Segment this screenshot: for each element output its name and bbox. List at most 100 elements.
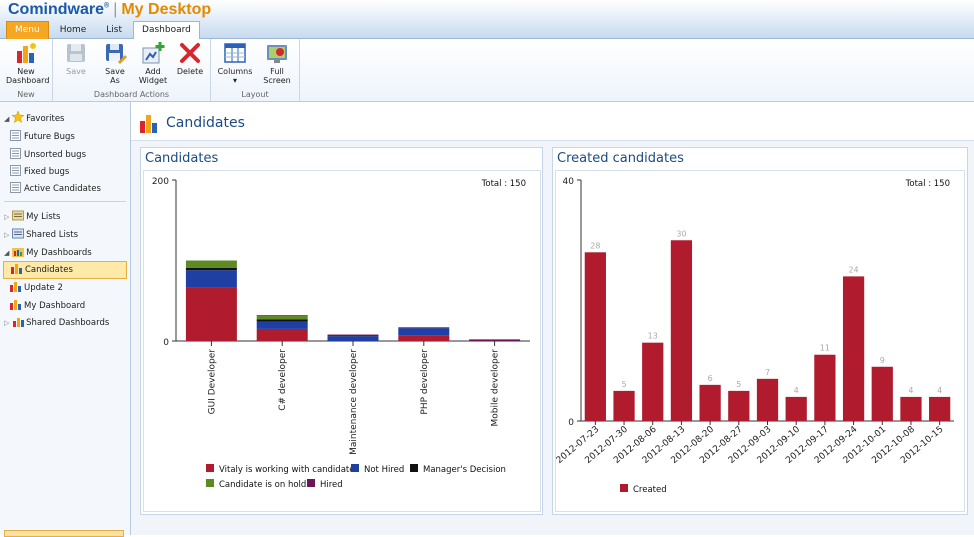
ribbon-group-layout-label: Layout [241, 90, 269, 99]
save-label: Save [66, 67, 86, 76]
tab-menu[interactable]: Menu [6, 21, 49, 39]
new-dashboard-label: New Dashboard [6, 67, 50, 85]
sidebar-my-lists[interactable]: ▷ My Lists [4, 209, 60, 225]
bar-segment [327, 334, 379, 336]
candidates-widget: Candidates 200 0 Total : 150 GUI Developer C… [140, 147, 543, 515]
app-title: My Desktop [121, 1, 212, 18]
x-tick-label: C# developer [278, 349, 288, 411]
collapse-arrow-icon: ▷ [4, 213, 10, 221]
tab-dashboard[interactable]: Dashboard [133, 21, 200, 40]
tab-strip: Menu Home List Dashboard [6, 21, 200, 40]
add-widget-button[interactable]: Add Widget [133, 41, 173, 85]
columns-label: Columns ▾ [217, 67, 253, 85]
legend-swatch [206, 464, 214, 472]
data-label: 13 [648, 332, 658, 341]
sidebar: ◢ Favorites Future Bugs Unsorted bugs Fi… [0, 102, 131, 537]
bar-segment [256, 321, 308, 329]
ribbon-group-layout: Columns ▾ Full Screen Layout [211, 39, 300, 101]
bar-segment [185, 260, 237, 268]
sidebar-item-label: My Dashboard [24, 301, 86, 311]
columns-button[interactable]: Columns ▾ [215, 41, 255, 85]
full-screen-button[interactable]: Full Screen [257, 41, 297, 85]
bar [613, 390, 635, 421]
dashboard-icon [10, 281, 21, 292]
bar [900, 396, 922, 421]
sidebar-my-dashboards-label: My Dashboards [26, 248, 92, 258]
tab-list[interactable]: List [106, 25, 123, 35]
sidebar-favorites[interactable]: ◢ Favorites [4, 110, 65, 127]
bar-segment [256, 328, 308, 341]
bar [814, 354, 836, 421]
full-screen-label: Full Screen [263, 67, 291, 85]
bar [699, 384, 721, 421]
sidebar-item-my-dashboard[interactable]: My Dashboard [10, 298, 85, 314]
brand-mark: ® [104, 2, 110, 10]
data-label: 9 [880, 356, 885, 365]
sidebar-my-dashboards[interactable]: ◢ My Dashboards [4, 245, 92, 261]
new-dashboard-button[interactable]: New Dashboard [6, 41, 50, 85]
sidebar-shared-lists[interactable]: ▷ Shared Lists [4, 227, 78, 243]
list-icon [10, 148, 21, 159]
data-label: 5 [621, 380, 626, 389]
ribbon-group-dashboard-actions-label: Dashboard Actions [93, 90, 170, 99]
sidebar-item-active-candidates[interactable]: Active Candidates [10, 181, 101, 197]
tab-home[interactable]: Home [59, 25, 87, 35]
bar-segment [398, 327, 450, 329]
sidebar-item-unsorted-bugs[interactable]: Unsorted bugs [10, 147, 86, 163]
page-dashboard-icon [139, 113, 161, 136]
legend-swatch [307, 479, 315, 487]
data-label: 4 [908, 386, 913, 395]
legend-swatch [410, 464, 418, 472]
sidebar-item-candidates[interactable]: Candidates [3, 261, 127, 279]
x-tick-label: GUI Developer [207, 349, 217, 415]
save-as-button[interactable]: Save As [95, 41, 135, 85]
sidebar-bottom-handle[interactable] [4, 530, 124, 537]
sidebar-item-label: Active Candidates [24, 184, 101, 194]
bar [584, 252, 606, 421]
y-tick-label: 40 [563, 177, 575, 187]
save-icon [64, 41, 88, 65]
bar [642, 342, 664, 421]
star-icon [11, 110, 25, 124]
sidebar-item-update-2[interactable]: Update 2 [10, 280, 63, 296]
bar-segment [327, 336, 379, 341]
sidebar-favorites-label: Favorites [26, 114, 65, 124]
sidebar-divider [4, 201, 126, 202]
bar [842, 276, 865, 421]
delete-button[interactable]: Delete [170, 41, 210, 76]
legend-label: Candidate is on hold [219, 480, 306, 490]
data-label: 30 [676, 229, 686, 238]
bar-segment [185, 270, 237, 288]
columns-icon [223, 41, 247, 65]
widget-title: Created candidates [557, 151, 684, 166]
list-icon [10, 165, 21, 176]
expand-arrow-icon: ◢ [4, 249, 10, 257]
bar [929, 396, 951, 421]
bar-segment [398, 335, 450, 341]
created-candidates-widget: Created candidates 40 0 Total : 150 28 2012-… [552, 147, 968, 515]
page-title: Candidates [166, 115, 245, 131]
bar-segment [398, 328, 450, 336]
legend-label: Hired [320, 480, 343, 490]
sidebar-item-future-bugs[interactable]: Future Bugs [10, 129, 75, 145]
bar-segment [185, 267, 237, 271]
add-widget-icon [141, 41, 165, 65]
delete-label: Delete [176, 67, 204, 76]
candidates-chart: 200 0 Total : 150 GUI Developer C# developer… [152, 177, 530, 490]
legend-label: Vitaly is working with candidate [219, 465, 354, 475]
main-area: Candidates Candidates 200 0 Total : 150 GUI… [131, 102, 974, 535]
ribbon: New Dashboard New Save Save As Add Widge… [0, 39, 974, 102]
dashboard-icon [11, 263, 22, 274]
data-label: 6 [708, 374, 713, 383]
bar [871, 366, 893, 421]
bar-segment [469, 339, 521, 341]
legend-swatch [620, 484, 628, 492]
save-as-label: Save As [105, 67, 125, 85]
sidebar-shared-dashboards[interactable]: ▷ Shared Dashboards [4, 315, 109, 331]
bar [728, 390, 750, 421]
save-button[interactable]: Save [56, 41, 96, 76]
sidebar-item-fixed-bugs[interactable]: Fixed bugs [10, 164, 69, 180]
dashboards-folder-icon [12, 246, 25, 257]
widget-title: Candidates [145, 151, 219, 166]
data-label: 11 [820, 344, 830, 353]
